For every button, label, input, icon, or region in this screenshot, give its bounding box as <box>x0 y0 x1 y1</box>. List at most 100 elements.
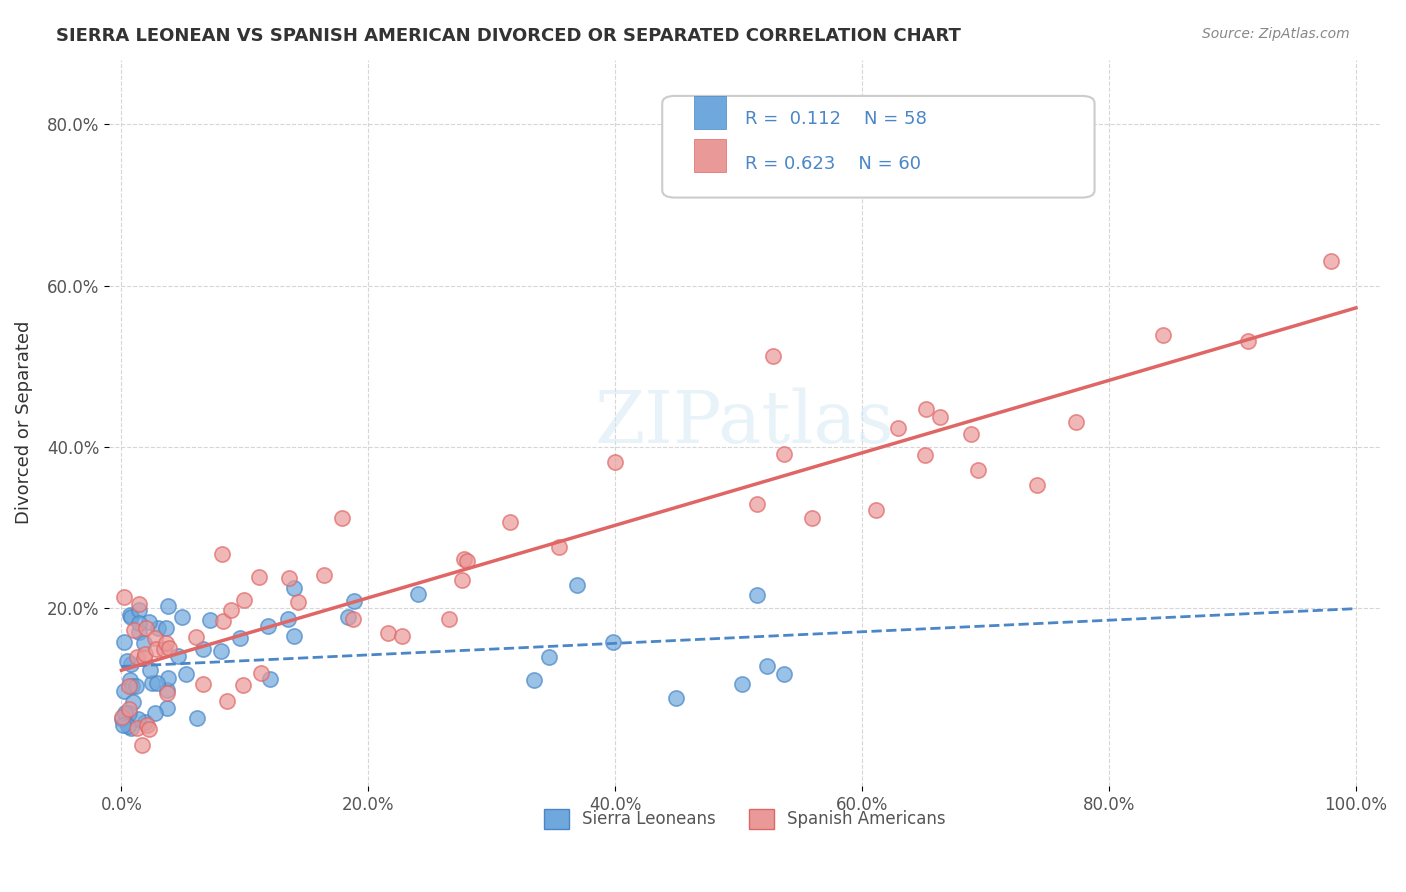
Point <box>664 691 686 706</box>
Point <box>499 515 522 529</box>
Point <box>1026 478 1049 492</box>
Point <box>312 568 335 582</box>
Point <box>127 650 149 665</box>
Point <box>1066 415 1088 429</box>
FancyBboxPatch shape <box>662 96 1094 197</box>
Point <box>155 636 177 650</box>
Point <box>887 421 910 435</box>
Point <box>135 621 157 635</box>
Point <box>118 673 141 687</box>
Point <box>772 666 794 681</box>
Point <box>755 659 778 673</box>
Point <box>762 349 785 363</box>
Point <box>167 648 190 663</box>
Text: Source: ZipAtlas.com: Source: ZipAtlas.com <box>1202 27 1350 41</box>
Point <box>1320 254 1343 268</box>
Text: R = 0.623    N = 60: R = 0.623 N = 60 <box>745 155 921 173</box>
Point <box>219 603 242 617</box>
Point <box>523 673 546 687</box>
Point <box>111 712 134 726</box>
Point <box>155 686 177 700</box>
Point <box>745 588 768 602</box>
Point <box>191 677 214 691</box>
Point <box>215 693 238 707</box>
Point <box>928 409 950 424</box>
Point <box>143 706 166 721</box>
Point <box>112 634 135 648</box>
Point <box>132 636 155 650</box>
Point <box>330 511 353 525</box>
Point <box>134 715 156 730</box>
Point <box>120 657 142 672</box>
Point <box>406 587 429 601</box>
Point <box>127 712 149 726</box>
Point <box>232 593 254 607</box>
Point <box>139 663 162 677</box>
Point <box>257 619 280 633</box>
Text: R =  0.112    N = 58: R = 0.112 N = 58 <box>745 111 927 128</box>
Point <box>143 631 166 645</box>
Point <box>731 677 754 691</box>
Point <box>115 654 138 668</box>
Point <box>132 650 155 665</box>
Point <box>128 598 150 612</box>
Point <box>966 463 988 477</box>
Point <box>915 401 938 416</box>
Point <box>229 631 252 645</box>
Point <box>1237 334 1260 349</box>
Point <box>125 679 148 693</box>
Point <box>117 718 139 732</box>
Bar <box>695 139 725 172</box>
Point <box>391 629 413 643</box>
Point <box>138 722 160 736</box>
Point <box>602 634 624 648</box>
Point <box>283 581 305 595</box>
Point <box>451 573 474 587</box>
Point <box>141 675 163 690</box>
Bar <box>695 96 725 128</box>
Point <box>145 641 167 656</box>
Point <box>377 626 399 640</box>
Point <box>283 629 305 643</box>
Point <box>548 541 571 555</box>
Point <box>232 678 254 692</box>
Point <box>247 570 270 584</box>
Point <box>211 547 233 561</box>
Point <box>118 679 141 693</box>
Point <box>191 642 214 657</box>
Point <box>259 672 281 686</box>
Point <box>156 701 179 715</box>
Point <box>112 683 135 698</box>
Point <box>198 613 221 627</box>
Point <box>865 502 887 516</box>
Point <box>122 695 145 709</box>
Point <box>157 640 180 655</box>
Point <box>121 610 143 624</box>
Point <box>155 621 177 635</box>
Point <box>112 718 135 732</box>
Point <box>112 590 135 604</box>
Point <box>118 701 141 715</box>
Point <box>122 623 145 637</box>
Point <box>800 510 823 524</box>
Point <box>134 647 156 661</box>
Point <box>537 650 560 665</box>
Point <box>277 612 299 626</box>
Point <box>118 608 141 623</box>
Point <box>118 706 141 720</box>
Point <box>278 571 301 585</box>
Point <box>155 683 177 698</box>
Point <box>456 554 478 568</box>
Point <box>153 641 176 656</box>
Point <box>128 603 150 617</box>
Text: SIERRA LEONEAN VS SPANISH AMERICAN DIVORCED OR SEPARATED CORRELATION CHART: SIERRA LEONEAN VS SPANISH AMERICAN DIVOR… <box>56 27 962 45</box>
Point <box>157 672 180 686</box>
Point <box>121 679 143 693</box>
Point <box>128 624 150 639</box>
Point <box>914 448 936 462</box>
Point <box>176 666 198 681</box>
Point <box>747 498 769 512</box>
Point <box>128 615 150 630</box>
Point <box>565 578 588 592</box>
Point <box>146 676 169 690</box>
